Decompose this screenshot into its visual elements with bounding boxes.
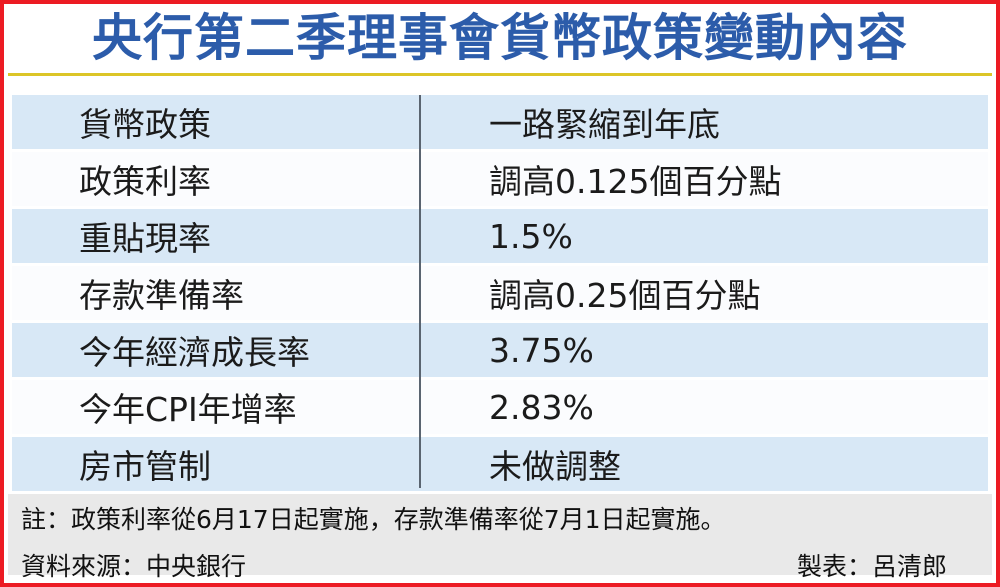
table-row: 房市管制 未做調整 [12,437,988,491]
footer-block: 註：政策利率從6月17日起實施，存款準備率從7月1日起實施。 資料來源：中央銀行… [8,494,992,581]
row-value: 2.83% [489,387,594,427]
row-label: 房市管制 [79,447,211,486]
title-underline-rule [8,73,992,76]
policy-table: 貨幣政策 一路緊縮到年底 政策利率 調高0.125個百分點 重貼現率 1.5% … [12,95,988,491]
row-value: 1.5% [489,216,573,256]
row-value: 調高0.25個百分點 [489,276,761,315]
table-credit-label: 製表：呂清郎 [796,552,947,581]
table-row: 今年CPI年增率 2.83% [12,380,988,434]
footer-note: 註：政策利率從6月17日起實施，存款準備率從7月1日起實施。 [21,505,726,534]
row-value: 3.75% [489,330,594,370]
row-label: 今年經濟成長率 [79,333,310,372]
row-label: 存款準備率 [79,276,244,315]
column-divider-line [419,95,421,488]
table-row: 政策利率 調高0.125個百分點 [12,152,988,206]
row-label: 貨幣政策 [79,105,211,144]
row-value: 未做調整 [489,447,621,486]
row-label: 政策利率 [79,162,211,201]
row-label: 今年CPI年增率 [79,390,297,429]
table-row: 今年經濟成長率 3.75% [12,323,988,377]
page-title: 央行第二季理事會貨幣政策變動內容 [92,9,908,67]
row-label: 重貼現率 [79,219,211,258]
footer-source-line: 資料來源：中央銀行 製表：呂清郎 [8,547,992,583]
row-value: 一路緊縮到年底 [489,105,720,144]
row-value: 調高0.125個百分點 [489,162,782,201]
table-row: 存款準備率 調高0.25個百分點 [12,266,988,320]
table-row: 重貼現率 1.5% [12,209,988,263]
table-row: 貨幣政策 一路緊縮到年底 [12,95,988,149]
data-source-label: 資料來源：中央銀行 [21,552,247,581]
